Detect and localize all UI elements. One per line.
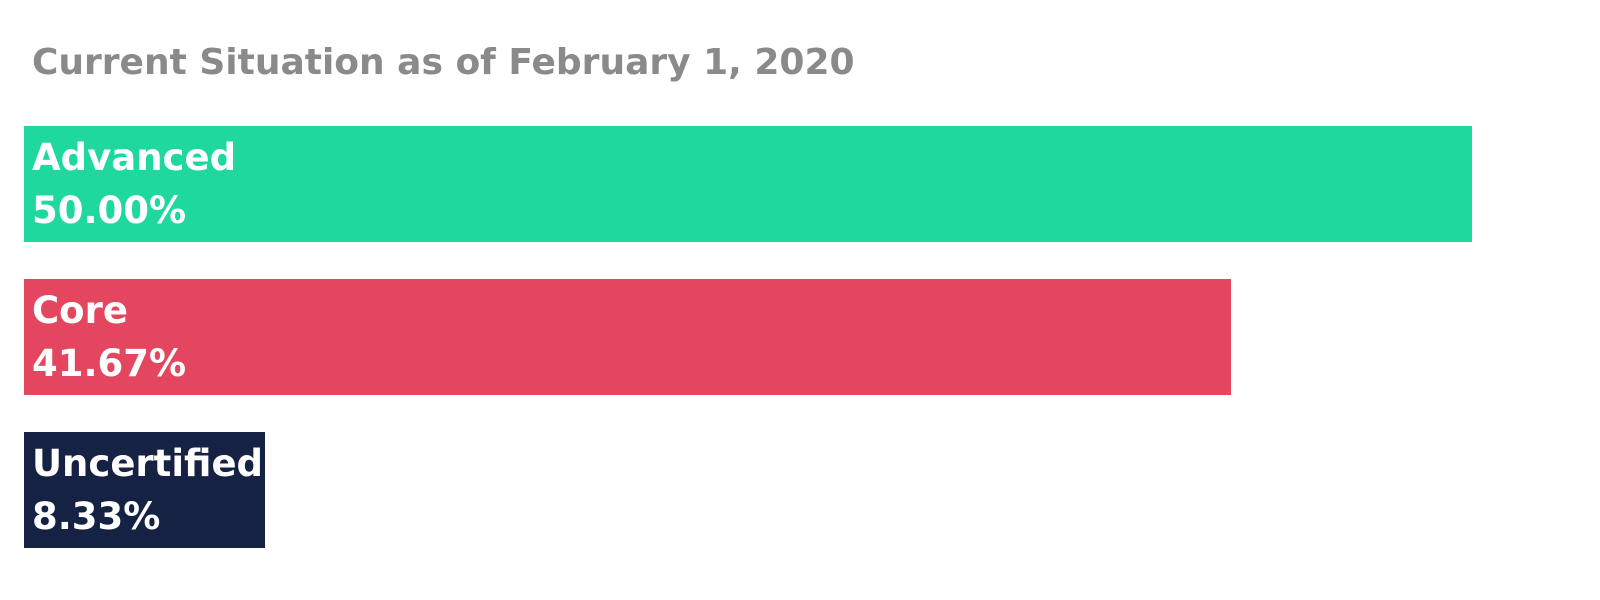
bar-value-label: 41.67%: [32, 342, 187, 385]
bar-advanced: Advanced 50.00%: [24, 126, 1472, 242]
bar-category-label: Core: [32, 289, 128, 332]
bar-core: Core 41.67%: [24, 279, 1231, 395]
chart-title: Current Situation as of February 1, 2020: [32, 42, 855, 83]
bar-value-label: 50.00%: [32, 189, 187, 232]
bar-category-label: Uncertified: [32, 442, 264, 485]
bar-category-label: Advanced: [32, 136, 237, 179]
bar-value-label: 8.33%: [32, 495, 161, 538]
bar-uncertified: Uncertified 8.33%: [24, 432, 265, 548]
